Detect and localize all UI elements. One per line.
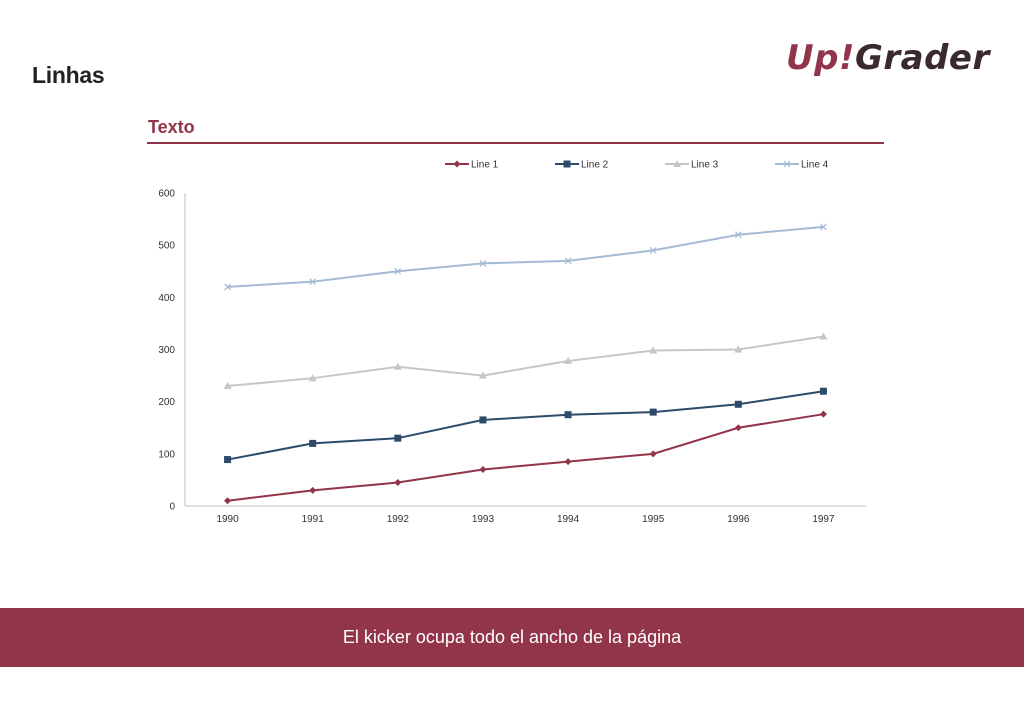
logo-text-grader: Grader <box>854 38 990 78</box>
data-point <box>649 408 657 416</box>
data-point <box>819 332 828 340</box>
data-point <box>649 246 657 254</box>
y-tick-label: 0 <box>169 502 175 513</box>
data-point <box>224 283 231 291</box>
series-line-2 <box>227 390 824 461</box>
chart-plot-area <box>223 223 828 505</box>
x-tick-label: 1990 <box>216 514 239 525</box>
data-point <box>223 382 232 390</box>
y-tick-label: 300 <box>158 345 175 356</box>
chart-legend: Line 1 Line 2 Line 3 Line 4 <box>445 160 829 171</box>
data-point <box>394 434 402 442</box>
legend-marker <box>783 160 791 168</box>
data-point <box>819 410 827 418</box>
legend-marker <box>563 160 571 168</box>
data-point <box>308 374 317 382</box>
legend-label: Line 1 <box>471 160 499 171</box>
data-point <box>649 450 657 458</box>
section-divider <box>147 142 884 144</box>
data-point <box>393 362 402 370</box>
data-point <box>564 458 572 466</box>
x-tick-label: 1995 <box>642 514 665 525</box>
data-point <box>394 267 402 275</box>
data-point <box>309 486 317 494</box>
data-point <box>649 346 658 354</box>
data-point <box>734 424 742 432</box>
series-line-4 <box>227 225 824 288</box>
y-tick-label: 600 <box>158 189 175 200</box>
data-point <box>819 387 827 395</box>
data-point <box>224 456 232 464</box>
legend-label: Line 3 <box>691 160 719 171</box>
footer-text: El kicker ocupa todo el ancho de la pági… <box>342 627 682 647</box>
legend-marker <box>673 160 681 167</box>
y-tick-label: 100 <box>158 449 175 460</box>
data-point <box>224 497 232 505</box>
data-point <box>479 260 487 267</box>
legend-label: Line 2 <box>581 160 609 171</box>
data-point <box>394 479 402 487</box>
data-point <box>734 345 743 353</box>
series-line-1 <box>227 413 824 502</box>
legend-marker <box>453 160 461 168</box>
data-point <box>309 278 317 286</box>
data-point <box>820 223 827 231</box>
data-point <box>564 257 572 265</box>
y-tick-label: 400 <box>158 293 175 304</box>
page-title: Linhas <box>32 62 105 88</box>
x-tick-label: 1993 <box>472 514 495 525</box>
x-tick-label: 1997 <box>812 514 835 525</box>
data-point <box>478 371 487 379</box>
line-chart: Line 1 Line 2 Line 3 Line 4 0 100 200 300 400 50… <box>158 160 866 525</box>
x-tick-label: 1992 <box>387 514 410 525</box>
data-point <box>734 231 742 239</box>
data-point <box>564 356 573 364</box>
y-tick-label: 500 <box>158 241 175 252</box>
legend-label: Line 4 <box>801 160 829 171</box>
y-tick-label: 200 <box>158 397 175 408</box>
footer-banner: El kicker ocupa todo el ancho de la pági… <box>0 608 1024 667</box>
data-point <box>479 416 487 424</box>
series-line-3 <box>227 335 824 388</box>
data-point <box>479 465 487 473</box>
data-point <box>309 439 317 447</box>
chart-axes: 0 100 200 300 400 500 600 1990 1991 1992 1993 1994 1… <box>158 189 866 525</box>
x-tick-label: 1994 <box>557 514 580 525</box>
logo-text-up: Up! <box>786 38 855 78</box>
upgrader-logo: Up!Grader <box>786 38 990 78</box>
data-point <box>734 400 742 408</box>
x-tick-label: 1991 <box>302 514 325 525</box>
section-title: Texto <box>148 117 195 137</box>
x-tick-label: 1996 <box>727 514 750 525</box>
data-point <box>564 411 572 419</box>
